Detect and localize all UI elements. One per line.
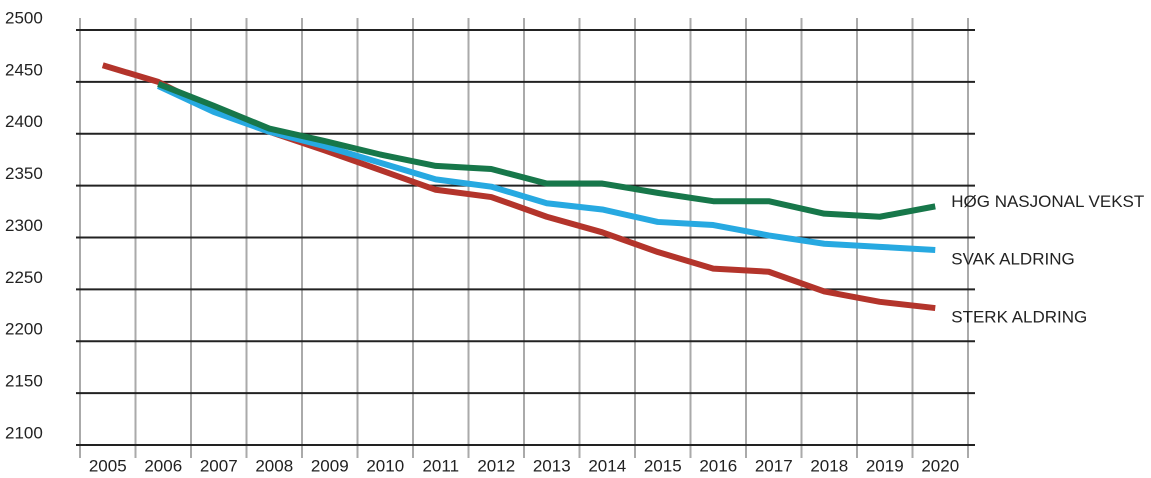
y-tick-label: 2450	[5, 60, 43, 79]
x-tick-label: 2011	[422, 456, 459, 475]
series-label: HØG NASJONAL VEKST	[951, 192, 1144, 211]
x-tick-label: 2014	[588, 456, 626, 475]
x-tick-label: 2020	[921, 456, 959, 475]
y-tick-label: 2500	[5, 8, 43, 27]
x-tick-label: 2012	[477, 456, 515, 475]
x-tick-label: 2009	[311, 456, 349, 475]
y-tick-label: 2100	[5, 423, 43, 442]
y-tick-label: 2300	[5, 216, 43, 235]
x-tick-label: 2019	[866, 456, 904, 475]
x-tick-label: 2006	[144, 456, 182, 475]
y-tick-label: 2200	[5, 320, 43, 339]
x-tick-label: 2005	[89, 456, 127, 475]
y-tick-label: 2250	[5, 268, 43, 287]
series-line	[156, 83, 936, 253]
x-tick-label: 2013	[533, 456, 571, 475]
x-tick-label: 2017	[755, 456, 793, 475]
x-tick-label: 2008	[255, 456, 293, 475]
series-label: SVAK ALDRING	[951, 249, 1074, 268]
series-label: STERK ALDRING	[951, 308, 1087, 327]
y-tick-label: 2150	[5, 372, 43, 391]
series-line	[157, 81, 936, 220]
y-tick-label: 2400	[5, 112, 43, 131]
series-line	[101, 62, 936, 312]
x-tick-label: 2007	[200, 456, 238, 475]
x-tick-label: 2010	[366, 456, 404, 475]
x-tick-label: 2016	[699, 456, 737, 475]
x-tick-label: 2018	[810, 456, 848, 475]
x-tick-label: 2015	[644, 456, 682, 475]
y-tick-label: 2350	[5, 164, 43, 183]
